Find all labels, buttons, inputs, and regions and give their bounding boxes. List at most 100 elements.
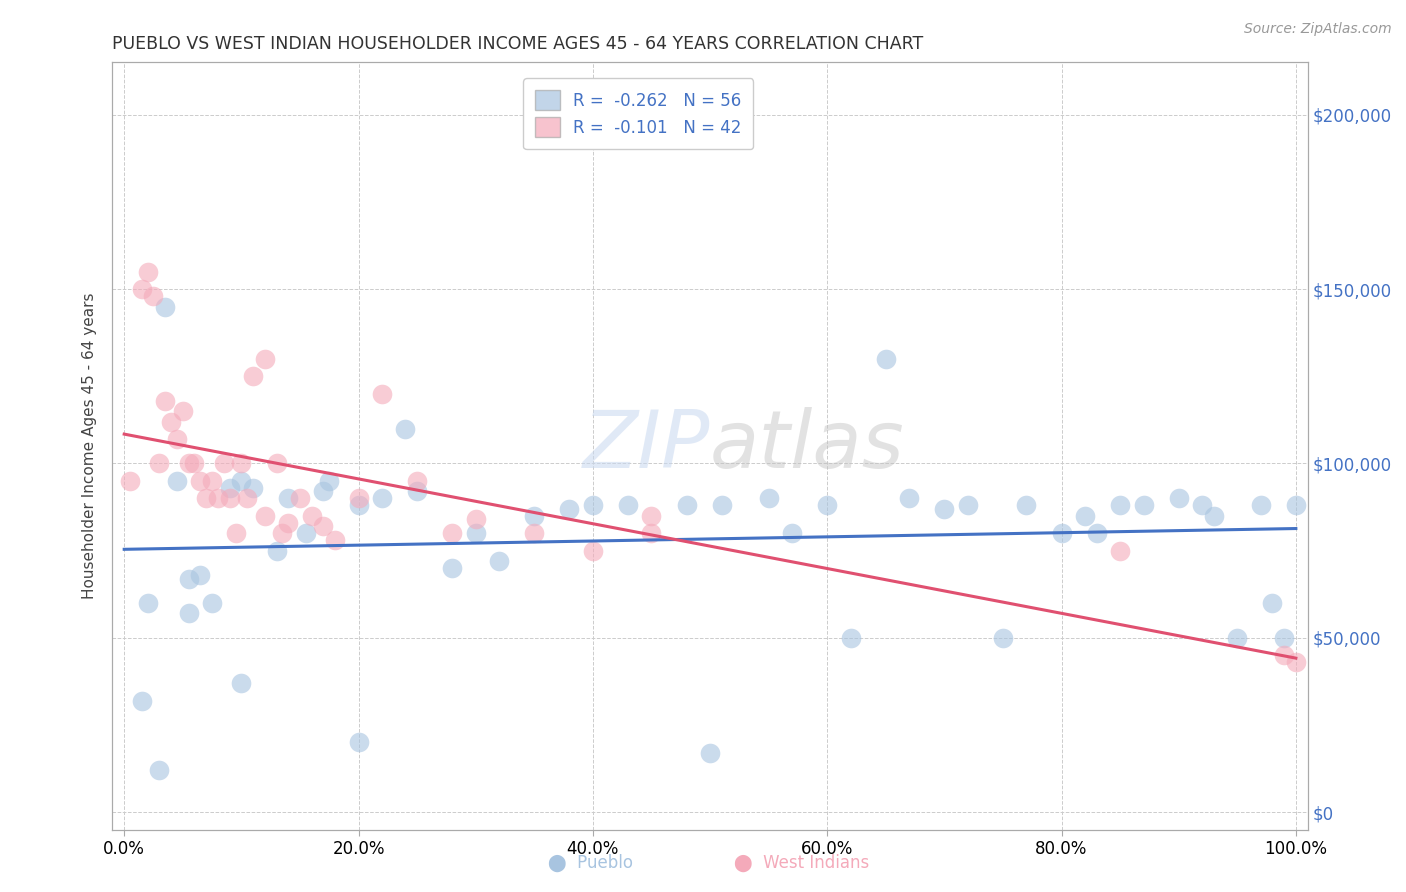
Point: [875, 351, 897, 366]
Point: [371, 386, 394, 401]
Point: [1074, 508, 1097, 523]
Point: [710, 498, 733, 512]
Point: [288, 491, 311, 506]
Point: [225, 526, 247, 541]
Point: [218, 481, 240, 495]
Point: [464, 526, 486, 541]
Point: [441, 561, 464, 575]
Point: [148, 764, 170, 778]
Point: [318, 474, 340, 488]
Point: [558, 501, 581, 516]
Point: [1285, 655, 1308, 669]
Point: [183, 457, 205, 471]
Point: [188, 474, 212, 488]
Point: [277, 491, 299, 506]
Point: [207, 491, 229, 506]
Point: [699, 746, 721, 760]
Point: [1202, 508, 1225, 523]
Point: [166, 474, 188, 488]
Point: [253, 351, 276, 366]
Point: [956, 498, 979, 512]
Point: [253, 508, 276, 523]
Point: [312, 519, 335, 533]
Point: [1109, 543, 1132, 558]
Text: PUEBLO VS WEST INDIAN HOUSEHOLDER INCOME AGES 45 - 64 YEARS CORRELATION CHART: PUEBLO VS WEST INDIAN HOUSEHOLDER INCOME…: [112, 35, 924, 53]
Point: [1272, 631, 1295, 645]
Point: [177, 572, 200, 586]
Point: [142, 289, 165, 303]
Point: [148, 457, 170, 471]
Point: [371, 491, 394, 506]
Point: [441, 526, 464, 541]
Legend: R =  -0.262   N = 56, R =  -0.101   N = 42: R = -0.262 N = 56, R = -0.101 N = 42: [523, 78, 754, 149]
Point: [1109, 498, 1132, 512]
Point: [136, 596, 159, 610]
Point: [277, 516, 299, 530]
Point: [523, 508, 546, 523]
Point: [136, 265, 159, 279]
Point: [166, 432, 188, 446]
Point: [1167, 491, 1189, 506]
Point: [347, 735, 370, 749]
Point: [1191, 498, 1213, 512]
Point: [212, 457, 235, 471]
Point: [266, 543, 288, 558]
Point: [231, 474, 253, 488]
Point: [323, 533, 346, 548]
Point: [1272, 648, 1295, 663]
Point: [582, 543, 605, 558]
Text: ZIP: ZIP: [582, 407, 710, 485]
Point: [898, 491, 921, 506]
Point: [617, 498, 640, 512]
Point: [177, 607, 200, 621]
Point: [1015, 498, 1038, 512]
Point: [201, 474, 224, 488]
Text: ⬤  Pueblo: ⬤ Pueblo: [548, 855, 633, 872]
Text: Source: ZipAtlas.com: Source: ZipAtlas.com: [1244, 22, 1392, 37]
Point: [131, 282, 153, 296]
Point: [160, 415, 183, 429]
Point: [266, 457, 288, 471]
Point: [120, 474, 141, 488]
Y-axis label: Householder Income Ages 45 - 64 years: Householder Income Ages 45 - 64 years: [82, 293, 97, 599]
Point: [640, 526, 662, 541]
Point: [271, 526, 294, 541]
Point: [839, 631, 862, 645]
Point: [815, 498, 838, 512]
Point: [582, 498, 605, 512]
Point: [172, 404, 194, 418]
Point: [758, 491, 780, 506]
Point: [1050, 526, 1073, 541]
Point: [347, 491, 370, 506]
Point: [312, 484, 335, 499]
Point: [675, 498, 697, 512]
Point: [155, 393, 177, 408]
Point: [780, 526, 803, 541]
Text: atlas: atlas: [710, 407, 905, 485]
Point: [1085, 526, 1108, 541]
Point: [991, 631, 1014, 645]
Point: [155, 300, 177, 314]
Point: [1132, 498, 1154, 512]
Point: [1285, 498, 1308, 512]
Point: [523, 526, 546, 541]
Point: [406, 474, 429, 488]
Point: [301, 508, 323, 523]
Point: [218, 491, 240, 506]
Point: [236, 491, 259, 506]
Point: [640, 508, 662, 523]
Point: [1250, 498, 1272, 512]
Point: [464, 512, 486, 526]
Point: [131, 693, 153, 707]
Point: [242, 481, 264, 495]
Point: [1261, 596, 1284, 610]
Text: ⬤  West Indians: ⬤ West Indians: [734, 855, 869, 872]
Point: [242, 369, 264, 384]
Point: [1226, 631, 1249, 645]
Point: [347, 498, 370, 512]
Point: [394, 421, 416, 435]
Point: [195, 491, 218, 506]
Point: [231, 676, 253, 690]
Point: [201, 596, 224, 610]
Point: [295, 526, 318, 541]
